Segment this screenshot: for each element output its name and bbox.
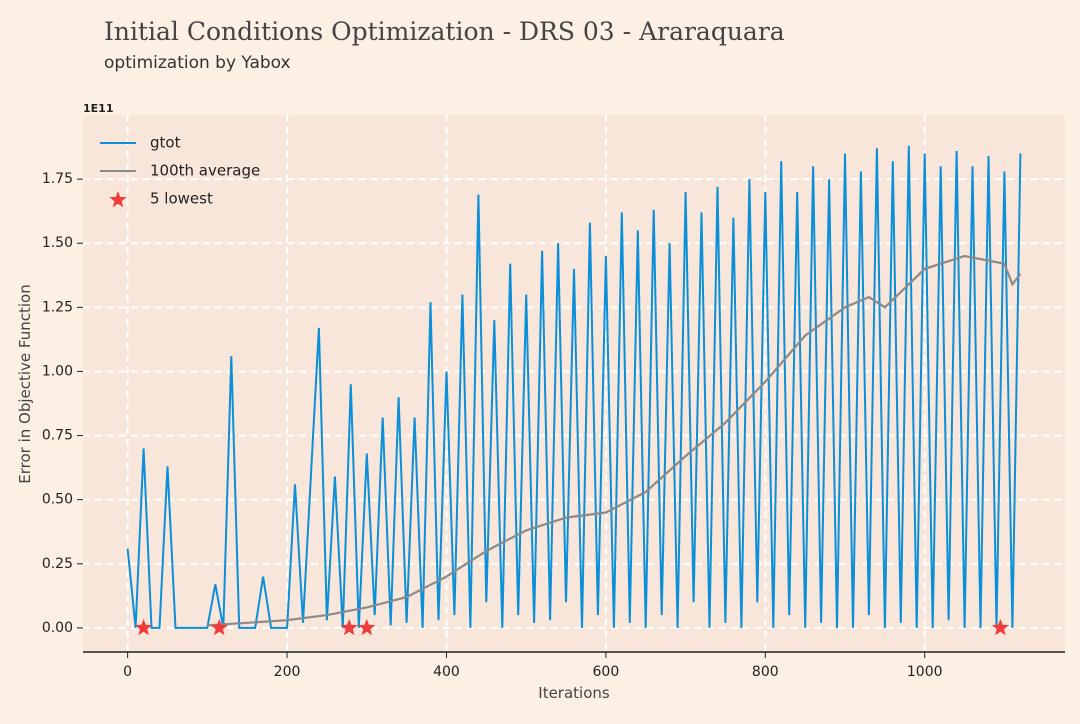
- y-tick-label: 0.50: [42, 492, 73, 508]
- chart-title: Initial Conditions Optimization - DRS 03…: [104, 17, 785, 46]
- legend-label: 100th average: [150, 162, 260, 180]
- x-axis-label: Iterations: [538, 684, 610, 702]
- star-marker: [358, 618, 376, 636]
- y-tick-label: 0.00: [42, 620, 73, 636]
- series-line: [126, 145, 1022, 629]
- x-tick-label: 600: [593, 664, 620, 680]
- x-tick-label: 0: [123, 664, 132, 680]
- legend-label: gtot: [150, 134, 181, 152]
- y-tick-label: 1.75: [42, 171, 73, 187]
- y-axis-label: Error in Objective Function: [16, 284, 34, 483]
- star-marker: [340, 618, 358, 636]
- y-tick-label: 0.25: [42, 556, 73, 572]
- x-tick-label: 800: [752, 664, 779, 680]
- x-tick-label: 400: [433, 664, 460, 680]
- legend-symbol: [109, 191, 127, 208]
- y-tick-label: 1.25: [42, 299, 73, 315]
- legend-label: 5 lowest: [150, 190, 213, 208]
- series-line: [207, 254, 1022, 627]
- star-marker: [135, 618, 153, 636]
- y-tick-label: 1.50: [42, 235, 73, 251]
- y-tick-label: 1.00: [42, 363, 73, 379]
- star-marker: [210, 618, 228, 636]
- star-marker: [991, 618, 1009, 636]
- x-tick-label: 200: [274, 664, 301, 680]
- chart-subtitle: optimization by Yabox: [104, 53, 291, 73]
- x-tick-label: 1000: [907, 664, 943, 680]
- y-offset: 1E11: [83, 102, 113, 115]
- y-tick-label: 0.75: [42, 428, 73, 444]
